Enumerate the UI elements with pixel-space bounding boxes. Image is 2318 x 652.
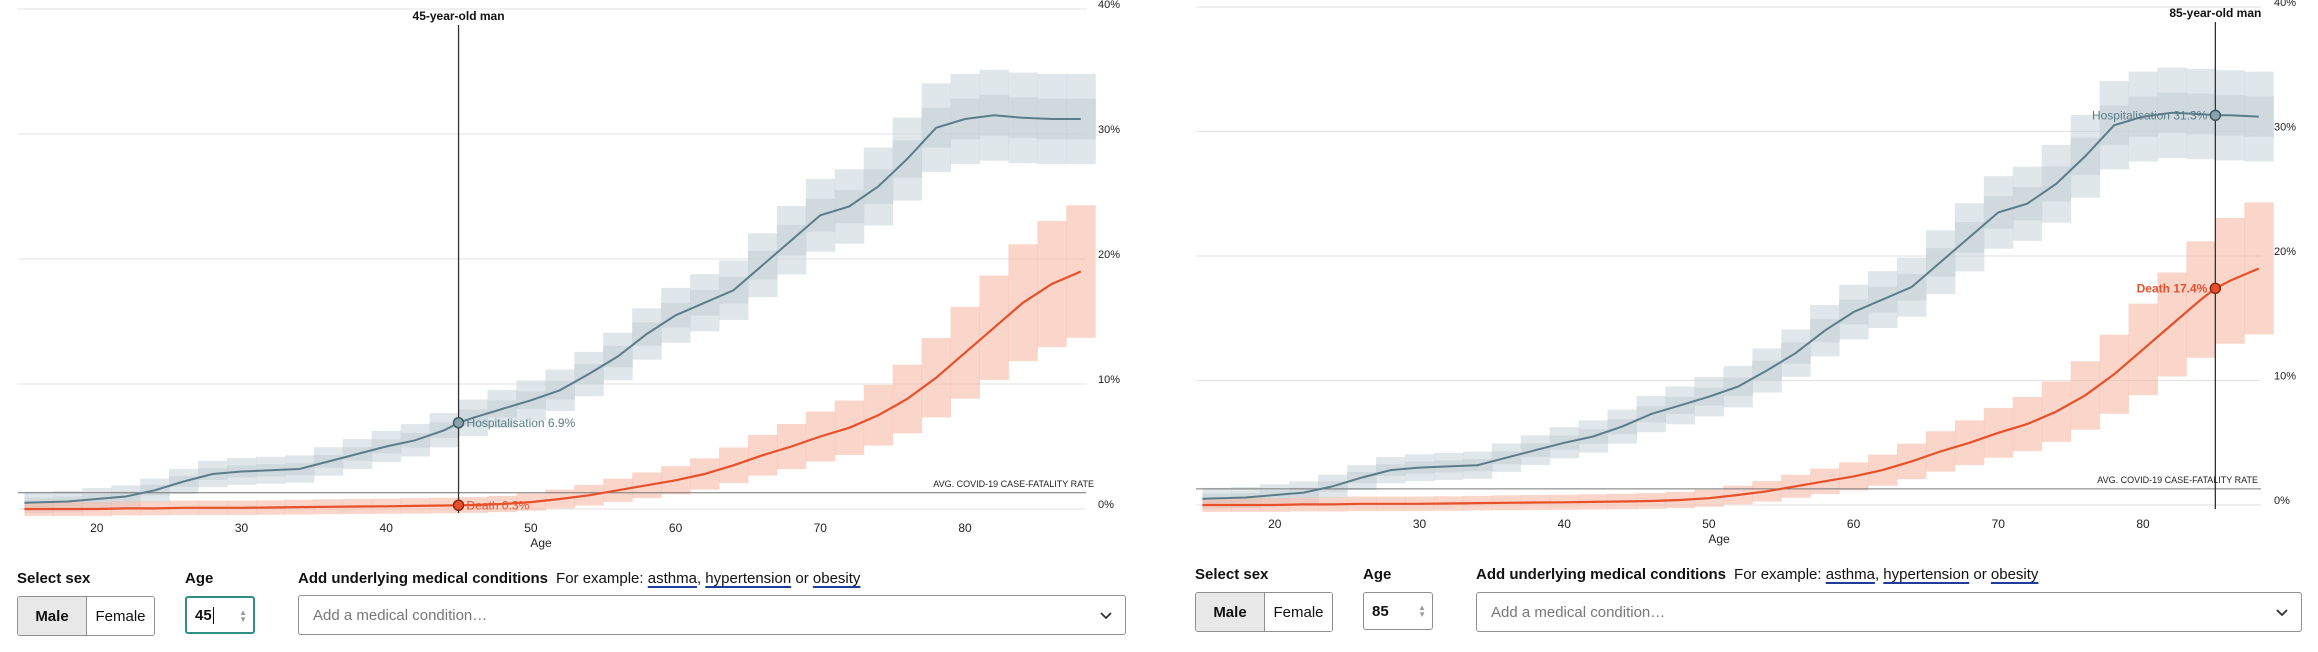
x-tick-label: 50 [1702, 517, 1716, 531]
conditions-label: Add underlying medical conditions For exa… [1476, 566, 2038, 583]
age-input[interactable]: 45 ▲ ▼ [185, 596, 255, 634]
chart-panel-left: 0% 10% 20% 30% 40% 20 30 40 50 60 70 80 Age AVG. COVI… [0, 0, 1130, 652]
select-sex-label: Select sex [1195, 566, 1269, 583]
death-annotation: Death 17.4% [2137, 281, 2208, 295]
y-tick-label: 40% [2274, 0, 2296, 9]
chevron-down-icon [2276, 609, 2288, 617]
y-tick-label: 20% [2274, 246, 2296, 258]
example-separator: , [1874, 566, 1880, 583]
example-or: or [795, 570, 809, 587]
hospitalisation-marker-dot [452, 417, 465, 429]
obesity-link[interactable]: obesity [812, 570, 861, 587]
chart-panel-right: 0% 10% 20% 30% 40% 20 30 40 50 60 70 80 Age AVG. COVI… [1178, 0, 2308, 652]
y-tick-label: 40% [1098, 0, 1120, 11]
x-tick-label: 40 [380, 521, 394, 535]
x-tick-label: 50 [524, 521, 538, 535]
risk-chart-85: 0% 10% 20% 30% 40% 20 30 40 50 60 70 80 Age AVG. COVI… [1196, 0, 2296, 546]
age-label: Age [185, 570, 214, 587]
death-line [24, 270, 1082, 511]
condition-select[interactable]: Add a medical condition… [298, 595, 1126, 635]
x-tick-label: 30 [1413, 517, 1427, 531]
asthma-link[interactable]: asthma [1825, 566, 1875, 583]
female-option[interactable]: Female [86, 597, 154, 635]
stepper-icon[interactable]: ▲ ▼ [239, 608, 247, 624]
conditions-label: Add underlying medical conditions For exa… [298, 570, 860, 587]
x-tick-label: 70 [1992, 517, 2006, 531]
x-tick-label: 70 [814, 521, 828, 535]
example-or: or [1973, 566, 1987, 583]
risk-chart-45: 0% 10% 20% 30% 40% 20 30 40 50 60 70 80 Age AVG. COVI… [18, 0, 1120, 550]
male-option[interactable]: Male [1196, 593, 1264, 631]
condition-placeholder: Add a medical condition… [1491, 603, 1666, 621]
y-tick-label: 20% [1098, 249, 1120, 261]
x-tick-label: 60 [1847, 517, 1861, 531]
condition-select[interactable]: Add a medical condition… [1476, 592, 2302, 632]
death-marker-dot [2209, 282, 2222, 295]
reference-line-label: AVG. COVID-19 CASE-FATALITY RATE [2097, 475, 2258, 485]
select-sex-label: Select sex [17, 570, 91, 587]
death-marker-dot [452, 499, 465, 511]
x-tick-label: 20 [90, 521, 104, 535]
age-marker-title: 85-year-old man [2169, 6, 2261, 20]
male-option[interactable]: Male [18, 597, 86, 635]
death-annotation: Death 0.3% [467, 498, 530, 512]
x-axis-title: Age [530, 536, 552, 550]
female-option[interactable]: Female [1264, 593, 1332, 631]
conditions-title: Add underlying medical conditions [1476, 566, 1727, 583]
y-tick-label: 0% [2274, 495, 2290, 507]
conditions-title: Add underlying medical conditions [298, 570, 549, 587]
condition-placeholder: Add a medical condition… [313, 606, 488, 624]
stepper-icon[interactable]: ▲ ▼ [1418, 603, 1426, 619]
death-band [1066, 205, 1096, 338]
hypertension-link[interactable]: hypertension [1883, 566, 1970, 583]
y-tick-label: 30% [1098, 124, 1120, 136]
x-tick-label: 30 [235, 521, 249, 535]
x-axis-title: Age [1708, 532, 1730, 546]
hospitalisation-marker-dot [2209, 109, 2222, 122]
example-prefix: For example: [1734, 566, 1822, 583]
example-prefix: For example: [556, 570, 644, 587]
hospitalisation-line [1202, 111, 2259, 500]
y-tick-label: 10% [1098, 374, 1120, 386]
chevron-down-icon [1100, 612, 1112, 620]
age-value: 85 [1372, 602, 1389, 620]
example-separator: , [696, 570, 702, 587]
age-label: Age [1363, 566, 1392, 583]
x-tick-label: 40 [1558, 517, 1572, 531]
death-line [1202, 267, 2260, 507]
age-marker-title: 45-year-old man [413, 9, 505, 23]
obesity-link[interactable]: obesity [1990, 566, 2039, 583]
x-tick-label: 80 [958, 521, 972, 535]
text-caret [212, 606, 214, 624]
y-tick-label: 10% [2274, 371, 2296, 383]
conditions-hint: For example: asthma, hypertension or obe… [1734, 566, 2038, 583]
conditions-hint: For example: asthma, hypertension or obe… [556, 570, 860, 587]
y-tick-label: 30% [2274, 122, 2296, 134]
hospitalisation-annotation: Hospitalisation 31.3% [2092, 108, 2208, 122]
x-tick-label: 80 [2136, 517, 2150, 531]
sex-toggle: Male Female [1195, 592, 1333, 632]
x-tick-label: 60 [669, 521, 683, 535]
death-band [2244, 202, 2274, 335]
age-input[interactable]: 85 ▲ ▼ [1363, 592, 1433, 630]
hypertension-link[interactable]: hypertension [705, 570, 792, 587]
y-tick-label: 0% [1098, 499, 1114, 511]
sex-toggle: Male Female [17, 596, 155, 636]
hospitalisation-annotation: Hospitalisation 6.9% [467, 416, 576, 430]
asthma-link[interactable]: asthma [647, 570, 697, 587]
reference-line-label: AVG. COVID-19 CASE-FATALITY RATE [933, 479, 1094, 489]
x-tick-label: 20 [1268, 517, 1282, 531]
hospitalisation-line [24, 114, 1081, 504]
age-value: 45 [195, 606, 212, 624]
